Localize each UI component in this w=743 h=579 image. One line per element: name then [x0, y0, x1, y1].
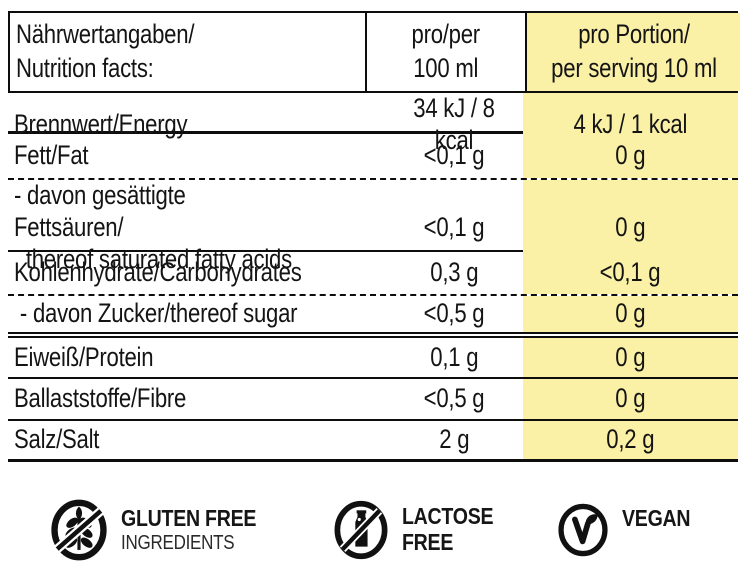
row-per-serving-cell: 0 g: [523, 134, 738, 178]
table-header-row: Nährwertangaben/ Nutrition facts: pro/pe…: [8, 11, 740, 93]
row-per-100ml-cell: 0,1 g: [363, 338, 523, 377]
row-per-100ml-value: 2 g: [438, 424, 470, 455]
badge-gluten-free-text: GLUTEN FREE INGREDIENTS: [121, 505, 280, 555]
table-row-sugar: - davon Zucker/thereof sugar <0,5 g 0 g: [8, 296, 738, 338]
badge-subtitle: FREE: [402, 529, 454, 556]
table-row-energy: Brennwert/Energy 34 kJ / 8 kcal 4 kJ / 1…: [8, 93, 738, 157]
row-per-100ml-cell: 0,3 g: [363, 252, 523, 294]
table-row-fat: Fett/Fat <0,1 g 0 g: [8, 134, 738, 180]
row-per-100ml-value: 0,1 g: [429, 341, 479, 372]
row-label-cell: - davon Zucker/thereof sugar: [8, 296, 363, 332]
row-per-100ml-cell: <0,5 g: [363, 296, 523, 332]
row-per-100ml-cell: <0,1 g: [363, 134, 523, 178]
row-per-serving-value: 0 g: [615, 298, 646, 329]
badge-lactose-free: LACTOSE FREE: [333, 492, 509, 568]
header-per-serving-label: pro Portion/ per serving 10 ml: [550, 19, 717, 83]
row-per-100ml-cell: 2 g: [363, 421, 523, 459]
row-label: Kohlenhydrate/Carbohydrates: [14, 257, 302, 288]
row-label: Brennwert/Energy: [14, 108, 188, 139]
row-per-serving-value: 0 g: [615, 383, 646, 414]
table-row-protein: Eiweiß/Protein 0,1 g 0 g: [8, 338, 738, 379]
table-row-carbohydrates: Kohlenhydrate/Carbohydrates 0,3 g <0,1 g: [8, 252, 738, 296]
certification-badges: GLUTEN FREE INGREDIENTS LACTOSE FREE: [0, 492, 743, 568]
header-nutrients: Nährwertangaben/ Nutrition facts:: [10, 13, 365, 91]
badge-title: GLUTEN FREE: [121, 504, 257, 531]
row-per-100ml-cell: <0,5 g: [363, 379, 523, 419]
row-per-serving-cell: 0,2 g: [523, 421, 738, 459]
vegan-icon: [558, 503, 608, 557]
row-label-cell: Fett/Fat: [8, 134, 363, 178]
row-per-100ml-cell: 34 kJ / 8 kcal: [363, 93, 523, 157]
row-per-serving-cell: 0 g: [523, 296, 738, 332]
row-label-cell: Eiweiß/Protein: [8, 338, 363, 377]
header-nutrients-label: Nährwertangaben/ Nutrition facts:: [16, 19, 195, 83]
row-per-100ml-cell: <0,1 g: [363, 180, 523, 276]
badge-gluten-free: GLUTEN FREE INGREDIENTS: [50, 492, 280, 568]
gluten-free-icon: [51, 499, 107, 561]
row-label: Eiweiß/Protein: [14, 341, 154, 372]
row-per-100ml-value: <0,1 g: [423, 211, 485, 242]
badge-vegan-text: VEGAN: [622, 505, 702, 555]
lactose-free-icon: [334, 500, 388, 560]
row-per-serving-cell: 0 g: [523, 379, 738, 419]
row-per-serving-value: 0 g: [615, 341, 646, 372]
row-label: Salz/Salt: [14, 424, 100, 455]
row-per-serving-cell: <0,1 g: [523, 252, 738, 294]
table-row-saturated-fat: - davon gesättigte Fettsäuren/ thereof s…: [8, 180, 738, 276]
row-label-cell: - davon gesättigte Fettsäuren/ thereof s…: [8, 180, 363, 276]
table-row-salt: Salz/Salt 2 g 0,2 g: [8, 421, 738, 462]
badge-title: LACTOSE: [402, 502, 494, 529]
row-per-100ml-value: 34 kJ / 8 kcal: [413, 93, 501, 155]
row-label-cell: Ballaststoffe/Fibre: [8, 379, 363, 419]
row-label: - davon gesättigte Fettsäuren/ thereof s…: [14, 180, 292, 274]
row-label: Ballaststoffe/Fibre: [14, 383, 187, 414]
row-per-100ml-value: 0,3 g: [429, 257, 479, 288]
row-label-cell: Salz/Salt: [8, 421, 363, 459]
row-per-serving-value: 0 g: [615, 140, 646, 171]
nutrition-table: Nährwertangaben/ Nutrition facts: pro/pe…: [8, 11, 740, 462]
badge-lactose-free-text: LACTOSE FREE: [402, 503, 509, 557]
badge-subtitle: INGREDIENTS: [121, 532, 235, 555]
header-per-100ml: pro/per 100 ml: [365, 13, 525, 91]
row-per-serving-value: 0 g: [615, 211, 646, 242]
row-label-cell: Kohlenhydrate/Carbohydrates: [8, 252, 363, 294]
row-per-100ml-value: <0,5 g: [423, 298, 485, 329]
row-per-serving-value: 4 kJ / 1 kcal: [573, 108, 688, 139]
row-per-serving-value: <0,1 g: [600, 257, 661, 288]
row-label: Fett/Fat: [14, 140, 89, 171]
row-per-100ml-value: <0,5 g: [423, 383, 485, 414]
row-per-serving-cell: 0 g: [523, 338, 738, 377]
header-per-serving: pro Portion/ per serving 10 ml: [525, 13, 740, 91]
row-label: - davon Zucker/thereof sugar: [14, 298, 298, 329]
row-per-100ml-value: <0,1 g: [423, 140, 485, 171]
header-per-100ml-label: pro/per 100 ml: [411, 19, 481, 83]
badge-vegan: VEGAN: [557, 492, 702, 568]
table-row-fibre: Ballaststoffe/Fibre <0,5 g 0 g: [8, 379, 738, 421]
row-label-cell: Brennwert/Energy: [8, 93, 363, 157]
badge-title: VEGAN: [622, 504, 691, 531]
row-per-serving-value: 0,2 g: [606, 424, 655, 455]
